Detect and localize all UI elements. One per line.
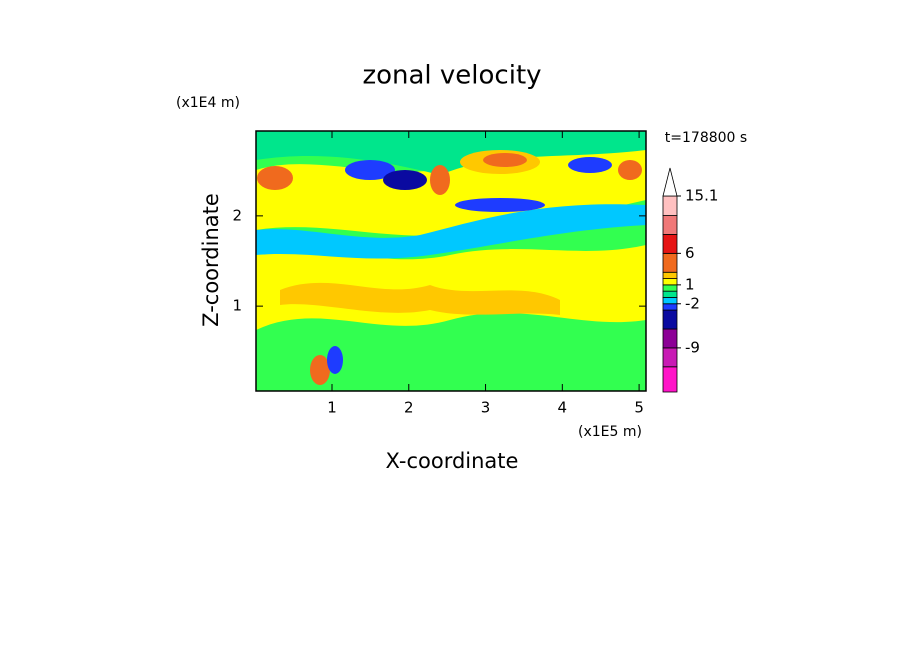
- colorbar-segment: [662, 234, 678, 254]
- colorbar-segment: [662, 195, 678, 216]
- colorbar-segment: [662, 309, 678, 330]
- plot-frame: [255, 130, 647, 392]
- colorbar-extension: [662, 167, 678, 197]
- colorbar-segment: [662, 278, 678, 286]
- colorbar-segment: [662, 303, 678, 311]
- colorbar-segment: [662, 366, 678, 393]
- colorbar-segment: [662, 271, 678, 279]
- annotation: t=178800 s: [665, 130, 747, 146]
- y-axis-label: Z-coordinate: [199, 193, 223, 327]
- x-tick-label: 3: [481, 399, 491, 417]
- x-unit: (x1E5 m): [578, 424, 642, 440]
- y-tick-label: 2: [232, 206, 242, 224]
- colorbar-segment: [662, 252, 678, 273]
- contour-field: [256, 131, 646, 391]
- colorbar-segment: [662, 297, 678, 305]
- colorbar-segment: [662, 284, 678, 292]
- colorbar-tick-label: -9: [685, 338, 700, 356]
- chart-title: zonal velocity: [362, 61, 541, 91]
- colorbar-tick-label: 6: [685, 244, 695, 262]
- x-axis-label: X-coordinate: [386, 449, 519, 473]
- x-tick-label: 4: [558, 399, 568, 417]
- colorbar-segment: [662, 290, 678, 298]
- y-tick-label: 1: [232, 297, 242, 315]
- y-unit: (x1E4 m): [176, 95, 240, 111]
- colorbar-segment: [662, 215, 678, 235]
- x-tick-label: 1: [327, 399, 337, 417]
- colorbar-segment: [662, 347, 678, 368]
- x-tick-label: 2: [404, 399, 414, 417]
- colorbar-tick-label: -2: [685, 294, 700, 312]
- colorbar-tick-label: 1: [685, 275, 695, 293]
- x-tick-label: 5: [634, 399, 644, 417]
- colorbar-segment: [662, 328, 678, 349]
- colorbar-tick-label: 15.1: [685, 187, 718, 205]
